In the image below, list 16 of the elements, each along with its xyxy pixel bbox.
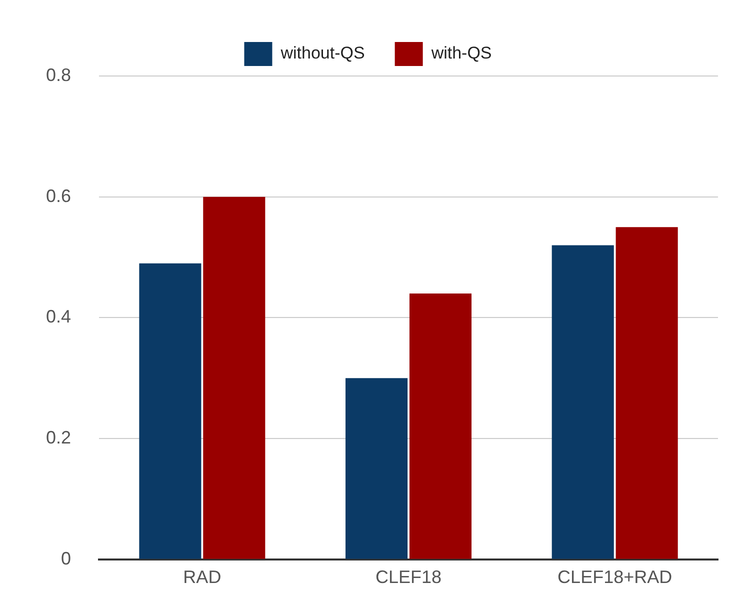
x-tick-label: RAD [183,567,222,588]
x-tick-label: CLEF18 [375,567,442,588]
bar [552,245,614,559]
bar [139,263,202,559]
bar [346,378,408,559]
y-tick-label: 0.2 [46,428,72,448]
y-tick-label: 0.6 [46,186,72,206]
legend-label: with-QS [430,44,492,63]
y-tick-label: 0 [61,548,72,568]
y-tick-label: 0.8 [46,64,72,85]
bar [616,227,678,559]
x-tick-label: CLEF18+RAD [558,567,672,588]
legend-label: without-QS [280,44,365,63]
y-tick-label: 0.4 [46,306,72,327]
bar [203,196,266,559]
bar [409,294,472,559]
